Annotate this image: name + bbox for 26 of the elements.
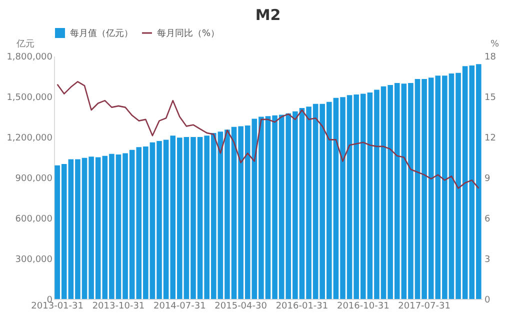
legend-label: 每月值（亿元）: [70, 28, 133, 39]
chart-title: M2: [255, 6, 281, 24]
y2-tick-label: 15: [484, 93, 496, 103]
y-tick-label: 600,000: [15, 214, 53, 224]
y-tick-label: 1,800,000: [6, 52, 53, 62]
x-tick-label: 2013-10-31: [92, 302, 145, 312]
y-tick-label: 1,500,000: [6, 93, 53, 103]
y-tick-label: 1,200,000: [6, 134, 53, 144]
x-tick-label: 2016-10-31: [336, 302, 390, 312]
y-axis-title: 亿元: [16, 38, 34, 50]
y2-axis-title: %: [490, 40, 500, 50]
y2-tick-label: 3: [484, 255, 490, 265]
y-tick-label: 900,000: [15, 174, 53, 184]
line-series: [56, 81, 480, 189]
y2-tick-label: 0: [484, 296, 490, 306]
y-tick-label: 300,000: [15, 255, 53, 265]
x-tick-label: 2013-01-31: [31, 302, 84, 312]
x-tick-label: 2014-07-31: [154, 302, 206, 312]
y2-tick-label: 6: [484, 214, 490, 224]
y2-tick-label: 18: [484, 52, 496, 62]
x-tick-label: 2016-01-31: [276, 302, 328, 312]
x-tick-label: 2015-04-30: [214, 302, 268, 312]
x-tick-label: 2017-07-31: [398, 302, 450, 312]
y2-tick-label: 9: [484, 174, 490, 184]
y2-tick-label: 12: [484, 134, 496, 144]
legend-label: 每月同比（%）: [157, 28, 220, 39]
